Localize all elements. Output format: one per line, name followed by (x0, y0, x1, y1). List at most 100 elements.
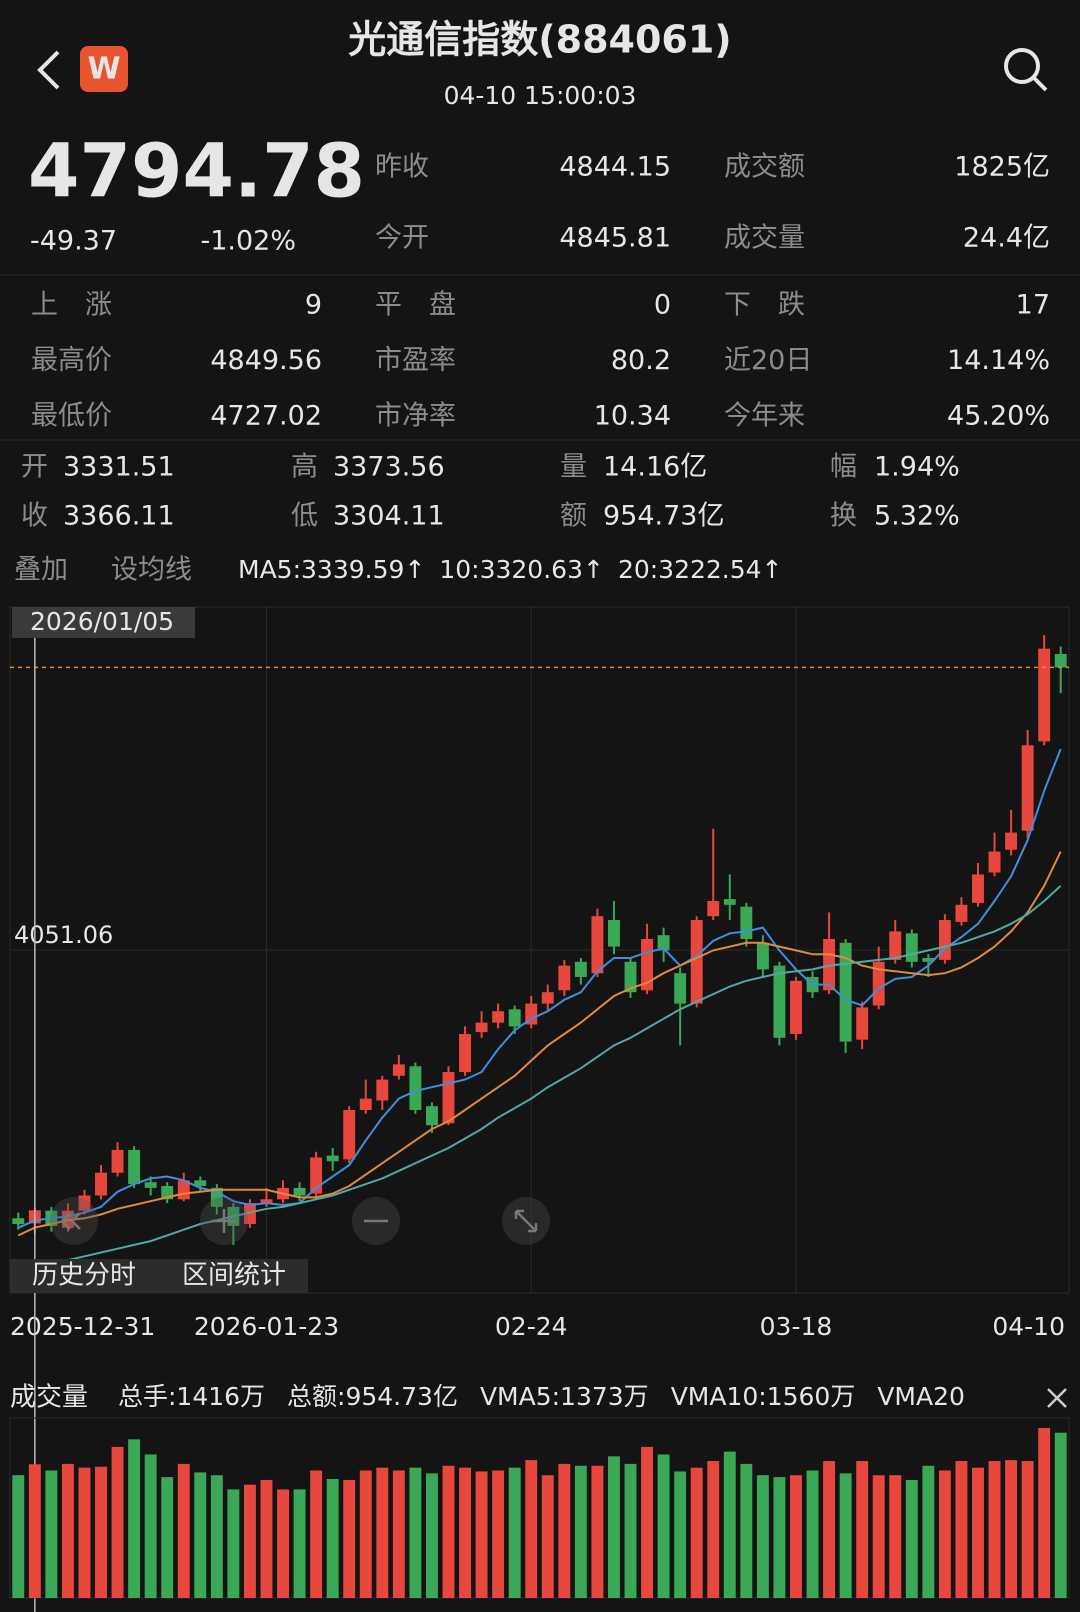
volume-bar (409, 1467, 422, 1598)
info-value: 14.16亿 (603, 452, 707, 483)
stat-label: 昨收 (375, 152, 429, 183)
volume-info: VMA20 (877, 1382, 965, 1411)
candle-body (690, 920, 703, 1004)
candle-body (310, 1157, 323, 1194)
info-label: 开 (21, 452, 48, 483)
info-label: 量 (560, 452, 587, 483)
volume-bar (790, 1475, 802, 1598)
candle-body (392, 1064, 405, 1076)
info-value: 3373.56 (333, 452, 445, 483)
volume-bar (45, 1470, 58, 1598)
candle-body (177, 1180, 190, 1200)
close-button[interactable] (1047, 1388, 1067, 1408)
volume-bar (823, 1461, 836, 1598)
candle-body (641, 939, 654, 991)
info-label: 幅 (830, 452, 857, 483)
volume-bar (723, 1451, 736, 1598)
volume-info: 总额:954.73亿 (287, 1382, 458, 1411)
crosshair-date: 2026/01/05 (30, 607, 174, 636)
volume-bar (12, 1475, 25, 1598)
stat-label: 市净率 (375, 401, 456, 432)
volume-bar (773, 1477, 786, 1598)
info-value: 3331.51 (63, 452, 175, 483)
volume-bar (1038, 1428, 1051, 1598)
volume-bar (227, 1489, 240, 1598)
ma-legend-name: 10: (439, 555, 479, 584)
candle-body (839, 942, 852, 1042)
info-value: 5.32% (874, 501, 960, 532)
candle-body (955, 904, 968, 922)
chart-button[interactable]: 历史分时 (32, 1261, 136, 1291)
volume-bar (111, 1446, 124, 1598)
candle-body (723, 899, 736, 905)
zoom-icon (212, 1209, 236, 1233)
candle-body (425, 1106, 438, 1126)
volume-bar (955, 1461, 968, 1598)
candle-body (210, 1187, 223, 1207)
volume-bar (922, 1465, 935, 1598)
search-button[interactable] (1004, 48, 1040, 84)
candle-body (525, 1003, 538, 1025)
tab[interactable]: 叠加 (14, 555, 68, 586)
candle-body (260, 1199, 273, 1204)
chart-button[interactable]: 区间统计 (182, 1261, 286, 1291)
candle-body (95, 1172, 107, 1196)
candle-body (1005, 832, 1018, 850)
info-label: 收 (21, 501, 48, 532)
candle-body (12, 1218, 25, 1224)
candle-body (591, 916, 604, 974)
candle-body (1054, 654, 1067, 668)
zoom-icon (514, 1209, 538, 1233)
x-tick-label: 04-10 (992, 1312, 1065, 1341)
candle-body (938, 920, 951, 960)
volume-bar (839, 1473, 852, 1598)
candle-body (773, 965, 786, 1038)
zoom-button[interactable] (50, 1197, 98, 1245)
volume-bar (608, 1456, 620, 1598)
volume-bar (343, 1479, 356, 1598)
stat-value: 4849.56 (210, 345, 322, 376)
stat-value: 0 (654, 290, 671, 321)
volume-bar (674, 1471, 687, 1598)
candle-body (988, 851, 1001, 873)
volume-bar (1021, 1461, 1034, 1598)
ma-line (17, 748, 1062, 1229)
volume-bar (889, 1475, 902, 1598)
date-box (12, 607, 195, 638)
volume-info: VMA10:1560万 (671, 1382, 856, 1411)
candle-body (624, 961, 637, 993)
tab[interactable]: 设均线 (111, 555, 192, 586)
candle-body (459, 1034, 471, 1073)
candle-body (657, 935, 670, 951)
stat-value: 10.34 (594, 401, 671, 432)
candle-body (922, 958, 935, 962)
candle-body (442, 1072, 455, 1124)
volume-bar (95, 1466, 107, 1598)
volume-bar (1005, 1460, 1018, 1598)
volume-bar (740, 1463, 753, 1598)
ma-legend-name: 20: (618, 555, 658, 584)
volume-bar (905, 1479, 918, 1598)
stat-value: 4727.02 (210, 401, 322, 432)
volume-bar (856, 1461, 869, 1598)
ma-legend-name: MA5: (238, 555, 301, 584)
candle-body (740, 906, 753, 940)
volume-bar (177, 1463, 190, 1598)
volume-bar (938, 1470, 951, 1598)
timestamp: 04-10 15:00:03 (444, 81, 637, 110)
volume-bar (624, 1463, 637, 1598)
candle-body (558, 965, 571, 991)
candle-body (856, 1007, 869, 1040)
back-button[interactable] (37, 50, 60, 90)
volume-frame (9, 1417, 1070, 1599)
stat-label: 最低价 (31, 401, 112, 432)
volume-bar (972, 1467, 984, 1598)
volume-bar (243, 1484, 256, 1598)
volume-bar (492, 1470, 505, 1598)
volume-bar (260, 1479, 273, 1598)
candle-body (574, 961, 587, 978)
x-tick-label: 2025-12-31 (10, 1312, 155, 1341)
volume-bar (28, 1464, 41, 1598)
app-logo[interactable] (80, 46, 128, 92)
